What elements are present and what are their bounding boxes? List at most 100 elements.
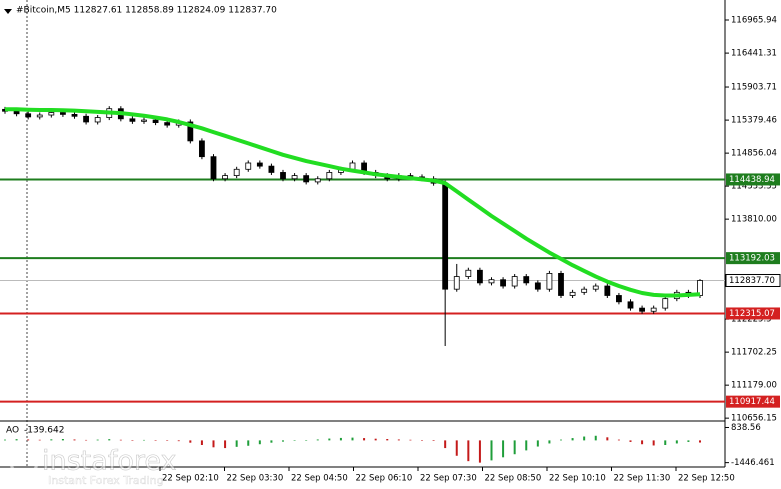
level-label: 113192.03 [729,254,775,264]
ao-tick-label: 838.56 [731,423,761,433]
watermark-brand: instaforex [42,446,176,477]
candle-body [639,307,645,312]
ao-bar [177,440,180,442]
x-tick-label: 22 Sep 08:50 [485,474,542,484]
ao-bar [270,440,273,443]
candle-body [314,178,321,183]
ao-bar [490,440,493,461]
ao-value: -139.642 [24,426,64,436]
ao-bar [200,440,203,445]
candle-body [233,168,240,177]
x-tick-label: 22 Sep 11:30 [614,474,671,484]
ao-bar [235,440,238,447]
y-tick-label: 111702.25 [731,348,777,358]
info-text: #Bitcoin,M5 112827.61 112858.89 112824.0… [16,6,277,16]
level-label-box [726,173,780,186]
candle-body [13,110,20,115]
ao-bar [4,439,6,441]
y-tick-label: 111179.00 [731,381,777,391]
ao-bar [687,440,690,442]
y-tick-label: 114856.04 [731,149,777,159]
x-tick-label: 22 Sep 12:50 [678,474,735,484]
candle-body [60,112,66,115]
candle-body [534,282,541,290]
candle-body [199,140,205,158]
ao-bar [513,440,516,455]
ao-bar [525,440,528,451]
ao-bar [305,440,308,441]
candle-body [48,112,55,116]
ao-bar [409,439,412,441]
current-price-box [725,273,781,287]
candle-body [152,119,159,123]
candle-body [36,114,43,118]
moving-average [5,107,701,298]
watermark-slogan: Instant Forex Trading [48,474,164,487]
candle-body [627,301,634,309]
y-tick-label: 115379.46 [731,116,777,126]
x-tick-label: 22 Sep 06:10 [356,474,413,484]
x-tick-label: 22 Sep 03:30 [227,474,284,484]
candle-body [71,113,78,117]
ao-bar [617,439,620,441]
x-tick-label: 22 Sep 04:50 [291,474,348,484]
current-price-label: 112837.70 [729,276,775,286]
candle-body [662,298,669,309]
level-label: 110917.44 [729,397,775,407]
ao-tick-label: -1446.461 [731,458,775,468]
ao-bar [166,440,169,441]
candle-body [256,162,263,167]
candle-body [245,162,252,170]
ao-bar [548,440,551,444]
ao-bar [351,437,354,441]
ao-bar [444,440,447,449]
candle-body [83,115,89,123]
ao-bar [27,439,30,441]
ao-bar [455,440,458,456]
ao-bar [339,437,342,441]
candle-body [477,269,483,284]
ao-bar [61,439,64,441]
candle-body [592,285,599,290]
level-label-box [726,252,780,265]
level-label: 112315.07 [729,309,775,319]
candle-body [650,307,657,312]
candle-body [465,269,472,277]
candle-body [268,165,275,173]
y-tick-label: 112225.5 [731,315,772,325]
candle-body [210,156,217,180]
ao-bar [571,438,574,441]
ao-bar [606,437,609,441]
ao-bar [131,440,134,441]
ao-bar [467,440,470,462]
candle-body [511,276,518,287]
ao-bar [652,440,655,446]
candle-body [94,117,101,123]
candle-body [569,291,576,296]
candle-body [280,172,286,180]
ao-bar [675,440,678,444]
ao-bar [108,439,111,441]
candle-body [558,273,564,296]
y-tick-label: 110656.15 [731,414,777,424]
candle-body [581,288,588,293]
ao-bar [432,440,435,441]
ao-bar [629,440,632,442]
symbol-icon [4,9,12,14]
candle-body [291,175,298,180]
watermark: instaforex Instant Forex Trading [9,445,177,487]
candle-body [523,276,530,284]
y-tick-label: 114333.35 [731,182,777,192]
candle-body [222,175,228,180]
ao-bar [38,439,41,441]
ao-name: AO [6,426,19,436]
candle-body [488,279,495,284]
level-label-box [726,395,780,408]
ao-bar [15,439,18,441]
level-label-box [726,307,780,320]
y-tick-label: 113810.00 [731,215,777,225]
ao-bar [328,438,331,441]
candle-body [616,295,622,303]
